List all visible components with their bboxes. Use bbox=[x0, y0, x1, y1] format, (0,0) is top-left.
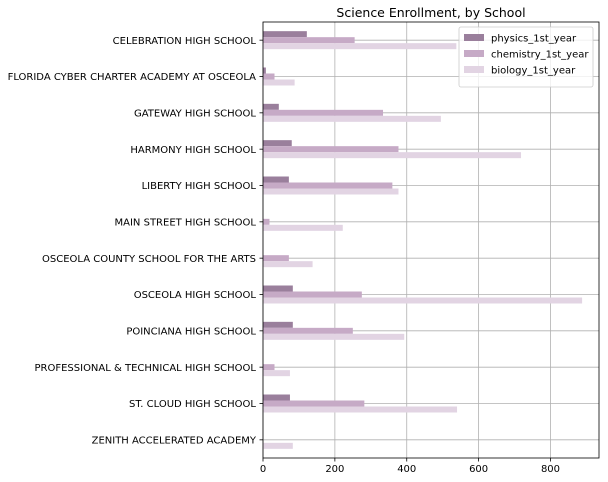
bar-physics-1st-year bbox=[263, 394, 290, 401]
bar-chemistry-1st-year bbox=[263, 400, 365, 407]
legend-swatch bbox=[464, 66, 484, 73]
y-tick-label: POINCIANA HIGH SCHOOL bbox=[126, 326, 256, 337]
bar-chemistry-1st-year bbox=[263, 255, 289, 262]
legend-label: biology_1st_year bbox=[491, 66, 576, 77]
bar-biology-1st-year bbox=[263, 79, 295, 86]
y-tick-label: CELEBRATION HIGH SCHOOL bbox=[113, 36, 257, 47]
bar-physics-1st-year bbox=[263, 176, 289, 183]
y-tick-label: ZENITH ACCELERATED ACADEMY bbox=[92, 435, 257, 446]
bar-biology-1st-year bbox=[263, 406, 458, 413]
y-tick-label: MAIN STREET HIGH SCHOOL bbox=[115, 217, 257, 228]
bar-physics-1st-year bbox=[263, 321, 293, 328]
y-tick-label: GATEWAY HIGH SCHOOL bbox=[134, 108, 256, 119]
legend-label: physics_1st_year bbox=[491, 34, 577, 45]
y-tick-label: FLORIDA CYBER CHARTER ACADEMY AT OSCEOLA bbox=[8, 72, 257, 83]
y-tick-label: OSCEOLA COUNTY SCHOOL FOR THE ARTS bbox=[42, 254, 256, 265]
legend-box bbox=[458, 26, 594, 88]
bars bbox=[263, 31, 583, 449]
bar-physics-1st-year bbox=[263, 67, 266, 74]
bar-biology-1st-year bbox=[263, 152, 522, 159]
bar-physics-1st-year bbox=[263, 31, 307, 38]
bar-chemistry-1st-year bbox=[263, 37, 355, 44]
bar-biology-1st-year bbox=[263, 43, 457, 50]
bar-physics-1st-year bbox=[263, 140, 292, 147]
x-axis: 0 200 400 600 800 bbox=[260, 458, 560, 475]
bar-biology-1st-year bbox=[263, 224, 343, 231]
legend: physics_1st_year chemistry_1st_yearbiolog… bbox=[458, 26, 594, 88]
bar-biology-1st-year bbox=[263, 333, 405, 340]
x-tick-label: 200 bbox=[325, 464, 344, 475]
bar-chemistry-1st-year bbox=[263, 291, 362, 298]
x-tick-label: 600 bbox=[469, 464, 488, 475]
y-tick-label: PROFESSIONAL & TECHNICAL HIGH SCHOOL bbox=[35, 363, 257, 374]
bar-physics-1st-year bbox=[263, 285, 293, 292]
bar-chemistry-1st-year bbox=[263, 218, 270, 225]
y-tick-label: HARMONY HIGH SCHOOL bbox=[130, 145, 256, 156]
bar-biology-1st-year bbox=[263, 261, 313, 268]
bar-chemistry-1st-year bbox=[263, 109, 384, 116]
y-tick-label: OSCEOLA HIGH SCHOOL bbox=[134, 290, 257, 301]
bar-biology-1st-year bbox=[263, 370, 290, 377]
legend-label: chemistry_1st_year bbox=[491, 50, 589, 61]
bar-biology-1st-year bbox=[263, 115, 441, 122]
chart-title: Science Enrollment, by School bbox=[336, 5, 525, 20]
bar-biology-1st-year bbox=[263, 188, 399, 195]
y-axis: CELEBRATION HIGH SCHOOL FLORIDA CYBER CHA… bbox=[8, 36, 263, 446]
bar-physics-1st-year bbox=[263, 103, 279, 110]
y-tick-label: LIBERTY HIGH SCHOOL bbox=[142, 181, 257, 192]
y-tick-label: ST. CLOUD HIGH SCHOOL bbox=[129, 399, 256, 410]
x-tick-label: 0 bbox=[260, 464, 266, 475]
bar-chemistry-1st-year bbox=[263, 364, 275, 371]
plot-background bbox=[263, 22, 599, 458]
bar-biology-1st-year bbox=[263, 297, 583, 304]
legend-swatch bbox=[464, 50, 484, 57]
bar-chemistry-1st-year bbox=[263, 327, 353, 334]
legend-swatch bbox=[464, 34, 484, 41]
x-tick-label: 400 bbox=[397, 464, 416, 475]
bar-chemistry-1st-year bbox=[263, 182, 393, 189]
bar-chemistry-1st-year bbox=[263, 146, 399, 153]
bar-chemistry-1st-year bbox=[263, 73, 275, 80]
bar-biology-1st-year bbox=[263, 442, 293, 449]
plot-frame bbox=[262, 21, 600, 459]
x-tick-label: 800 bbox=[541, 464, 560, 475]
